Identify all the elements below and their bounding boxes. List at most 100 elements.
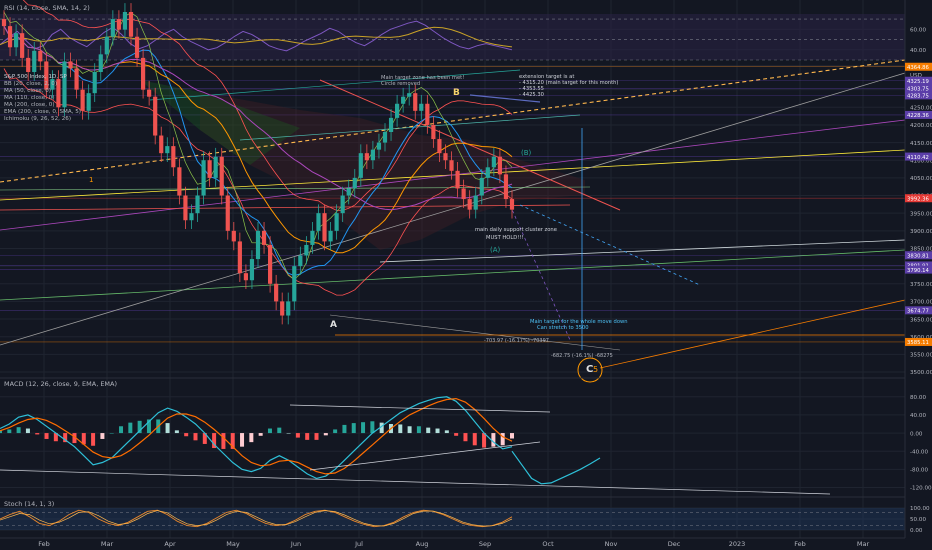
macd-histogram-bar	[333, 429, 338, 434]
macd-histogram-bar	[472, 433, 477, 446]
y-tick-label[interactable]: -120.00	[910, 486, 932, 492]
x-tick-label[interactable]: Feb	[38, 540, 50, 548]
candle	[364, 153, 369, 161]
candle	[491, 156, 496, 168]
annotation-main-target: Main target for the whole move down	[530, 319, 628, 325]
candle	[153, 96, 158, 136]
candle	[122, 12, 128, 30]
price-label-box	[905, 152, 932, 161]
trendline	[319, 79, 621, 211]
candle	[237, 241, 242, 274]
y-tick-label[interactable]: 3500.00	[910, 370, 932, 376]
y-tick-label[interactable]: 4150.00	[910, 141, 932, 147]
annotations: Main target zone has been met! Circle re…	[89, 74, 628, 383]
candle	[255, 230, 261, 260]
candle	[141, 57, 146, 90]
y-tick-label[interactable]: 50.00	[910, 517, 926, 523]
x-tick-label[interactable]: Dec	[668, 540, 681, 548]
macd-histogram-bar	[426, 427, 431, 434]
y-tick-label[interactable]: -80.00	[910, 468, 928, 474]
candle	[231, 230, 236, 242]
x-tick-label[interactable]: Jun	[290, 540, 301, 548]
x-axis-labels[interactable]: Feb Mar Apr May Jun Jul Aug Sep Oct Nov Dec 2023 Feb…	[38, 540, 869, 548]
macd-histogram-bar	[146, 419, 151, 434]
candle	[62, 61, 67, 108]
y-tick-label[interactable]: 4250.00	[910, 105, 932, 111]
macd-histogram-bar	[109, 433, 114, 434]
candle	[304, 244, 309, 256]
trendline	[0, 186, 591, 191]
y-tick-label[interactable]: 0.00	[910, 431, 923, 437]
macd-histogram-bar	[193, 433, 198, 441]
x-tick-label[interactable]: 2023	[729, 540, 746, 548]
price-label-box	[905, 91, 932, 100]
y-tick-label[interactable]: 60.00	[910, 28, 926, 34]
x-tick-label[interactable]: Mar	[857, 540, 870, 548]
x-tick-label[interactable]: May	[226, 540, 240, 548]
candle	[467, 199, 472, 210]
wave-label-b: B	[453, 88, 460, 98]
y-tick-label[interactable]: 40.00	[910, 48, 926, 54]
candle	[92, 72, 97, 94]
candle	[449, 160, 454, 171]
y-tick-label[interactable]: 3650.00	[910, 317, 932, 323]
candle	[104, 36, 109, 55]
annotation-extension: extension target is at	[519, 74, 574, 80]
y-tick-label[interactable]: 40.00	[910, 413, 926, 419]
y-tick-label[interactable]: 3550.00	[910, 353, 932, 359]
candle	[503, 174, 509, 200]
signal-line	[0, 397, 513, 475]
annotation-must-hold: MUST HOLD!!!	[486, 235, 524, 241]
candle	[316, 213, 321, 231]
y-tick-label[interactable]: -40.00	[910, 449, 928, 455]
y-tick-label[interactable]: 100.00	[910, 506, 930, 512]
y-tick-label[interactable]: 4050.00	[910, 176, 932, 182]
macd-histogram-bar	[342, 424, 347, 434]
macd-histogram-bar	[35, 433, 40, 435]
candle	[413, 93, 418, 111]
macd-histogram-bar	[16, 427, 21, 434]
currency-label: USD	[910, 73, 922, 79]
x-tick-label[interactable]: Sep	[479, 540, 491, 548]
y-tick-label[interactable]: 3750.00	[910, 282, 932, 288]
x-tick-label[interactable]: Apr	[164, 540, 176, 548]
x-tick-label[interactable]: Aug	[416, 540, 429, 548]
ichimoku-cloud	[200, 92, 585, 250]
x-tick-label[interactable]: Feb	[794, 540, 806, 548]
trendline	[0, 72, 906, 346]
candle	[213, 156, 218, 178]
macd-histogram-bar	[277, 427, 282, 434]
candle	[68, 61, 73, 69]
y-tick-label[interactable]: 3900.00	[910, 229, 932, 235]
x-tick-label[interactable]: Oct	[542, 540, 554, 548]
legend-item: MA (50, close, 0)	[4, 88, 51, 94]
macd-histogram-bar	[416, 426, 421, 434]
candle	[437, 139, 442, 154]
y-tick-label[interactable]: 4100.00	[910, 158, 932, 164]
y-tick-label[interactable]: 3850.00	[910, 247, 932, 253]
candle	[171, 146, 176, 168]
price-label: 4364.86	[907, 65, 930, 71]
candle	[461, 188, 466, 200]
annotation-target-met: Main target zone has been met!	[381, 75, 464, 81]
macd-pane: MACD (12, 26, close, 9, EMA, EMA)	[0, 380, 831, 495]
annotation-extension-2: - 4353.55	[519, 86, 544, 92]
macd-histogram-bar	[81, 433, 86, 445]
y-tick-label[interactable]: 3700.00	[910, 300, 932, 306]
x-tick-label[interactable]: Nov	[605, 540, 618, 548]
macd-histogram-bar	[72, 433, 77, 444]
y-tick-label[interactable]: 4200.00	[910, 123, 932, 129]
y-tick-label[interactable]: 80.00	[910, 395, 926, 401]
macd-histogram-bar	[100, 433, 105, 439]
candle	[497, 156, 502, 175]
price-label-box	[905, 194, 932, 203]
candle	[382, 132, 388, 143]
x-tick-label[interactable]: Mar	[101, 540, 114, 548]
price-label: 3790.14	[907, 268, 930, 274]
wave-label-c: C	[586, 364, 593, 375]
x-tick-label[interactable]: Jul	[354, 540, 363, 548]
y-tick-label[interactable]: 3950.00	[910, 211, 932, 217]
macd-histogram-bar	[305, 433, 310, 440]
y-tick-label[interactable]: 0.00	[910, 528, 923, 534]
y-tick-label[interactable]: 3600.00	[910, 335, 932, 341]
